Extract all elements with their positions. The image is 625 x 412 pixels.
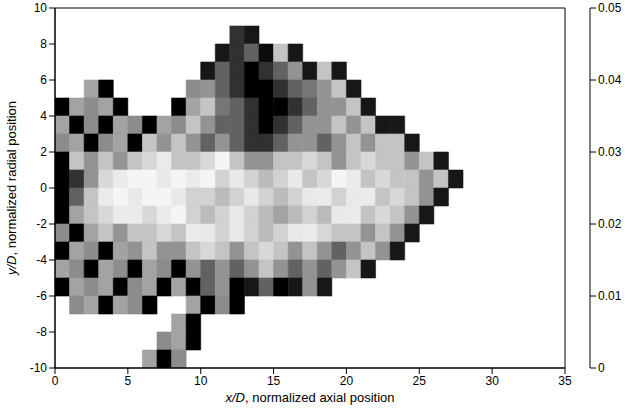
svg-text:4: 4 xyxy=(40,109,47,123)
svg-text:8: 8 xyxy=(40,37,47,51)
svg-text:-10: -10 xyxy=(30,361,48,375)
svg-text:0.03: 0.03 xyxy=(598,145,622,159)
html-text:x/D, normalized axial position: x/D, normalized axial position xyxy=(225,390,395,405)
svg-text:30: 30 xyxy=(485,374,499,388)
svg-text:15: 15 xyxy=(267,374,281,388)
html-text:, normalized radial position: , normalized radial position xyxy=(4,100,19,256)
svg-text:0.02: 0.02 xyxy=(598,217,622,231)
svg-text:-6: -6 xyxy=(36,289,47,303)
svg-text:0: 0 xyxy=(40,181,47,195)
svg-text:-2: -2 xyxy=(36,217,47,231)
svg-text:10: 10 xyxy=(194,374,208,388)
svg-text:5: 5 xyxy=(125,374,132,388)
svg-text:-8: -8 xyxy=(36,325,47,339)
svg-text:0.04: 0.04 xyxy=(598,73,622,87)
svg-text:0: 0 xyxy=(598,361,605,375)
svg-text:0: 0 xyxy=(52,374,59,388)
svg-text:10: 10 xyxy=(34,1,48,15)
svg-text:2: 2 xyxy=(40,145,47,159)
svg-text:6: 6 xyxy=(40,73,47,87)
svg-text:20: 20 xyxy=(340,374,354,388)
svg-text:-4: -4 xyxy=(36,253,47,267)
html-text:y/D: y/D xyxy=(4,255,19,276)
svg-text:35: 35 xyxy=(558,374,572,388)
svg-text:25: 25 xyxy=(413,374,427,388)
svg-text:0.01: 0.01 xyxy=(598,289,622,303)
svg-text:0.05: 0.05 xyxy=(598,1,622,15)
